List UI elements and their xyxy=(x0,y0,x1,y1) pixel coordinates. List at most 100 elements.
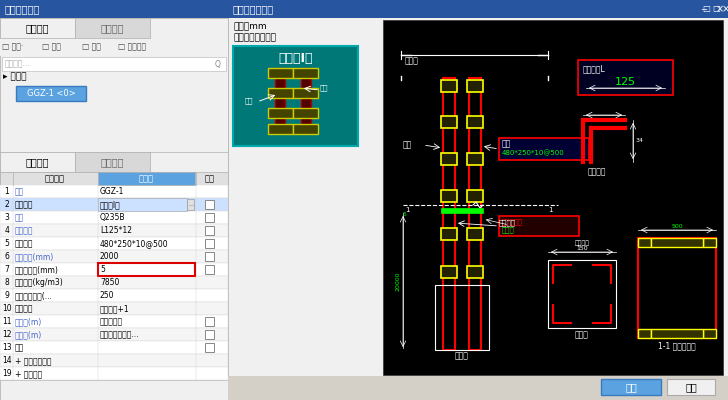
Text: □ 新建·: □ 新建· xyxy=(2,42,23,52)
Bar xyxy=(441,80,457,92)
Text: GGZ-1: GGZ-1 xyxy=(100,187,124,196)
Text: 选择参数化图形: 选择参数化图形 xyxy=(233,4,274,14)
Bar xyxy=(205,226,214,235)
Text: 参数化截面模型：: 参数化截面模型： xyxy=(233,34,276,42)
Bar xyxy=(0,263,228,276)
Bar xyxy=(467,80,483,92)
Text: 堆沿重量(kg/m3): 堆沿重量(kg/m3) xyxy=(15,278,64,287)
Text: 止水片厚度(mm): 止水片厚度(mm) xyxy=(15,265,59,274)
Bar xyxy=(443,78,455,350)
Bar xyxy=(651,329,703,338)
Bar xyxy=(703,329,716,338)
Bar xyxy=(467,153,483,165)
Text: 34: 34 xyxy=(636,138,644,144)
Text: 图层管理: 图层管理 xyxy=(100,157,124,167)
Text: □ 层间复制: □ 层间复制 xyxy=(118,42,146,52)
Text: 支撑梁: 支撑梁 xyxy=(405,56,419,66)
Bar xyxy=(98,172,195,185)
Bar xyxy=(187,199,194,210)
Text: 属性列表: 属性列表 xyxy=(25,157,49,167)
Bar xyxy=(0,211,228,224)
Text: 格构柱I型: 格构柱I型 xyxy=(100,200,121,209)
Text: 6: 6 xyxy=(4,252,9,261)
Bar xyxy=(0,152,228,380)
Bar xyxy=(467,116,483,128)
Text: □: □ xyxy=(712,4,720,14)
Text: 缀板规格: 缀板规格 xyxy=(15,239,33,248)
Bar xyxy=(499,138,589,160)
Text: 500: 500 xyxy=(671,224,683,230)
Bar xyxy=(703,238,716,247)
Text: 底标高(m): 底标高(m) xyxy=(15,330,42,339)
Bar xyxy=(467,228,483,240)
Bar xyxy=(0,341,228,354)
Text: 角钢规格: 角钢规格 xyxy=(15,226,33,235)
Text: □ 复制: □ 复制 xyxy=(42,42,61,52)
Bar xyxy=(441,266,457,278)
Text: 19: 19 xyxy=(2,369,12,378)
Text: 单位：mm: 单位：mm xyxy=(233,22,266,32)
Bar xyxy=(0,18,228,400)
Bar xyxy=(293,88,318,98)
Bar xyxy=(467,190,483,202)
Text: 4: 4 xyxy=(4,226,9,235)
Bar xyxy=(205,213,214,222)
Text: 搜索构件...: 搜索构件... xyxy=(5,60,31,68)
Text: 层底标高减下插...: 层底标高减下插... xyxy=(100,330,140,339)
Text: Q: Q xyxy=(215,60,221,68)
Bar xyxy=(2,57,226,71)
Text: 缀板: 缀板 xyxy=(502,140,511,148)
Bar xyxy=(205,200,214,209)
Text: 闭合型: 闭合型 xyxy=(502,227,515,233)
Bar xyxy=(275,68,285,133)
Text: 顶标高(m): 顶标高(m) xyxy=(15,317,42,326)
Text: 1: 1 xyxy=(548,207,553,213)
Text: 截面宽度: 截面宽度 xyxy=(574,240,590,246)
Text: 7: 7 xyxy=(4,265,9,274)
Text: 2: 2 xyxy=(4,200,9,209)
Bar xyxy=(16,86,86,101)
Text: 1-1 格构柱截面: 1-1 格构柱截面 xyxy=(658,342,696,350)
Bar xyxy=(268,88,293,98)
Text: 备注: 备注 xyxy=(15,343,24,352)
Bar xyxy=(499,216,579,236)
Bar xyxy=(0,289,228,302)
Bar xyxy=(75,18,150,38)
Text: 3: 3 xyxy=(4,213,9,222)
Bar xyxy=(293,124,318,134)
Bar xyxy=(638,238,651,247)
Text: 8: 8 xyxy=(4,278,9,287)
Text: 角钢详图: 角钢详图 xyxy=(588,168,606,176)
Text: 确定: 确定 xyxy=(625,382,637,392)
Bar xyxy=(301,68,311,133)
Bar xyxy=(435,285,489,350)
Text: 150: 150 xyxy=(576,246,587,252)
Bar xyxy=(601,379,661,395)
Bar xyxy=(75,152,150,172)
Text: 5: 5 xyxy=(100,265,105,274)
Bar xyxy=(0,237,228,250)
Text: ─: ─ xyxy=(702,4,706,14)
Bar xyxy=(228,0,728,400)
Bar xyxy=(205,265,214,274)
Bar xyxy=(268,68,293,78)
Text: 缀板圈数: 缀板圈数 xyxy=(15,304,33,313)
Bar xyxy=(0,185,228,198)
Bar xyxy=(638,329,651,338)
Text: 立柱桩: 立柱桩 xyxy=(455,352,469,360)
Text: 角钢宽度L: 角钢宽度L xyxy=(583,64,606,74)
Bar xyxy=(0,367,228,380)
Bar xyxy=(441,116,457,128)
Text: 顶梁顶标高: 顶梁顶标高 xyxy=(100,317,123,326)
Text: □ 删除: □ 删除 xyxy=(82,42,101,52)
Text: 名称: 名称 xyxy=(15,187,24,196)
Text: 截面形状: 截面形状 xyxy=(15,200,33,209)
Text: 7850: 7850 xyxy=(100,278,119,287)
Bar xyxy=(0,315,228,328)
Text: 格构柱I型: 格构柱I型 xyxy=(278,52,313,64)
Text: ...: ... xyxy=(188,202,194,207)
Text: 250: 250 xyxy=(100,291,114,300)
Text: L125*12: L125*12 xyxy=(100,226,132,235)
Bar xyxy=(441,153,457,165)
Bar xyxy=(268,124,293,134)
